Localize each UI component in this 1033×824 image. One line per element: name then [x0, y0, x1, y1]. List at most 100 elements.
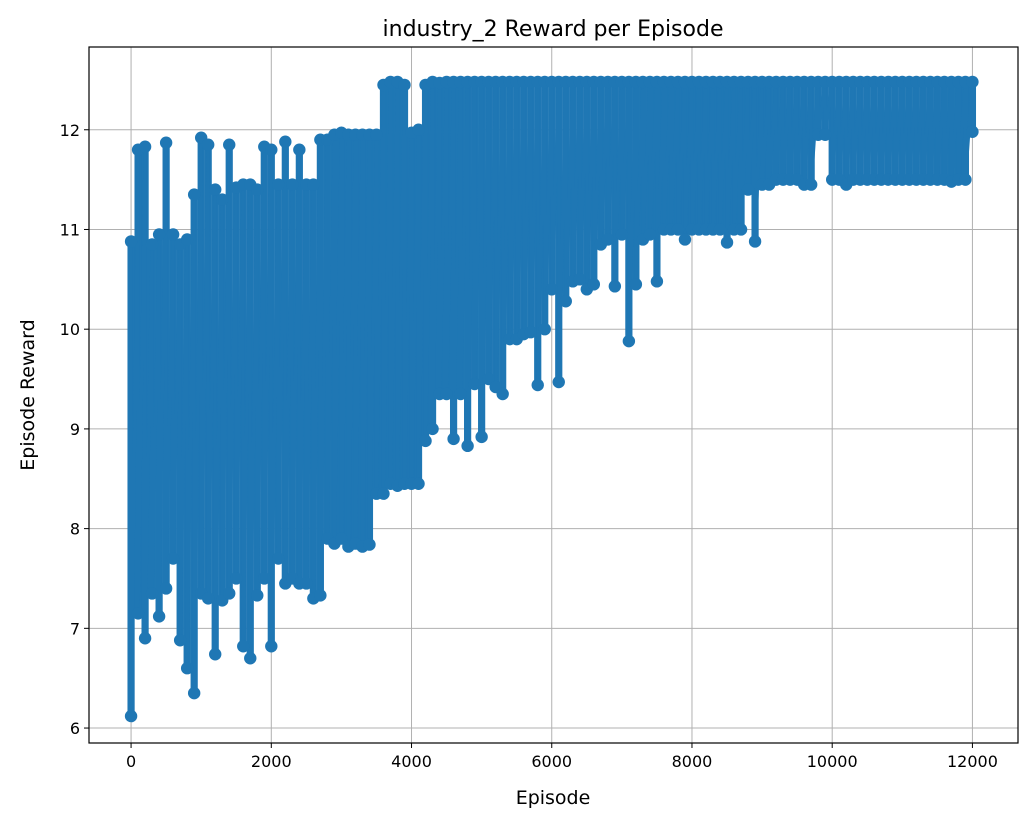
- data-point-marker: [538, 322, 551, 336]
- y-tick-label: 8: [70, 520, 80, 539]
- data-point-marker: [307, 178, 320, 191]
- data-point-marker: [124, 709, 138, 723]
- data-point-marker: [251, 589, 264, 602]
- data-point-marker: [300, 577, 313, 590]
- data-point-marker: [187, 188, 201, 201]
- y-axis-label: Episode Reward: [17, 319, 39, 470]
- data-point-marker: [461, 439, 474, 453]
- data-point-marker: [138, 632, 152, 645]
- x-tick-label: 6000: [531, 752, 572, 771]
- data-point-marker: [552, 375, 565, 389]
- data-point-marker: [377, 487, 390, 500]
- data-point-marker: [713, 223, 727, 236]
- data-point-marker: [454, 387, 467, 401]
- data-point-marker: [265, 640, 278, 653]
- data-point-marker: [152, 228, 166, 241]
- data-point-marker: [412, 477, 425, 490]
- data-point-marker: [152, 610, 166, 623]
- x-tick-label: 10000: [807, 752, 858, 771]
- data-point-marker: [145, 587, 159, 600]
- data-point-marker: [734, 223, 748, 236]
- data-point-marker: [138, 140, 152, 153]
- data-point-marker: [966, 75, 979, 89]
- data-point-marker: [258, 572, 271, 585]
- y-tick-label: 7: [70, 619, 80, 638]
- data-point-marker: [643, 228, 657, 241]
- data-point-marker: [166, 552, 180, 565]
- data-point-marker: [145, 238, 159, 251]
- data-point-marker: [237, 640, 250, 653]
- axis-ticks: 0 2000 4000 6000 8000 10000 12000 6 7 8 9 10 11 12: [60, 121, 998, 771]
- plot-frame: [88, 46, 1019, 744]
- data-point-marker: [166, 228, 180, 241]
- data-point-marker: [209, 183, 222, 196]
- data-point-marker: [804, 178, 818, 191]
- data-point-marker: [629, 278, 643, 291]
- data-point-marker: [293, 143, 306, 156]
- data-point-marker: [159, 136, 173, 149]
- data-point-marker: [159, 582, 173, 595]
- data-point-marker: [440, 387, 453, 401]
- data-point-marker: [608, 280, 622, 293]
- data-point-marker: [447, 432, 460, 446]
- data-point-marker: [216, 193, 229, 206]
- data-point-marker: [559, 295, 572, 308]
- data-point-marker: [251, 183, 264, 196]
- data-point-marker: [482, 372, 495, 386]
- data-point-marker: [615, 228, 629, 241]
- data-point-marker: [314, 589, 327, 602]
- chart-title: industry_2 Reward per Episode: [383, 17, 724, 42]
- data-point-marker: [180, 662, 194, 675]
- data-point-marker: [531, 378, 544, 392]
- data-point-marker: [671, 223, 685, 236]
- data-point-marker: [959, 173, 972, 186]
- data-point-marker: [966, 125, 979, 138]
- y-tick-label: 6: [70, 719, 80, 738]
- data-point-marker: [818, 128, 832, 141]
- data-point-marker: [587, 278, 601, 291]
- y-tick-label: 9: [70, 420, 80, 439]
- data-point-marker: [124, 235, 138, 248]
- data-point-marker: [475, 430, 488, 444]
- data-point-marker: [720, 236, 734, 249]
- x-tick-label: 4000: [391, 752, 432, 771]
- data-point-marker: [244, 652, 257, 665]
- data-point-marker: [187, 686, 201, 700]
- data-point-marker: [272, 178, 285, 191]
- data-point-marker: [412, 123, 425, 136]
- data-point-marker: [363, 538, 376, 551]
- data-point-marker: [265, 143, 278, 156]
- data-point-marker: [209, 648, 222, 661]
- data-point-marker: [678, 233, 692, 246]
- data-point-marker: [419, 434, 432, 448]
- data-point-marker: [370, 128, 383, 141]
- data-point-marker: [496, 387, 509, 401]
- data-point-marker: [573, 273, 586, 286]
- x-tick-label: 12000: [947, 752, 998, 771]
- y-tick-label: 11: [60, 220, 80, 239]
- data-point-marker: [131, 607, 145, 620]
- data-point-marker: [426, 422, 439, 436]
- data-point-marker: [398, 78, 411, 92]
- data-point-marker: [201, 138, 215, 151]
- data-point-marker: [286, 178, 299, 191]
- series-line: [129, 80, 975, 718]
- x-tick-label: 2000: [251, 752, 292, 771]
- data-point-marker: [650, 275, 664, 288]
- data-point-marker: [748, 235, 762, 248]
- x-axis-label: Episode: [516, 787, 591, 809]
- data-point-marker: [201, 592, 215, 605]
- data-point-marker: [279, 135, 292, 148]
- data-point-marker: [622, 334, 636, 348]
- data-point-marker: [601, 233, 615, 246]
- x-tick-label: 0: [126, 752, 136, 771]
- data-point-marker: [223, 587, 236, 600]
- x-tick-label: 8000: [672, 752, 713, 771]
- data-series: [124, 75, 979, 723]
- data-point-marker: [230, 572, 243, 585]
- data-point-marker: [272, 552, 285, 565]
- data-point-marker: [468, 377, 481, 391]
- data-point-marker: [741, 183, 755, 196]
